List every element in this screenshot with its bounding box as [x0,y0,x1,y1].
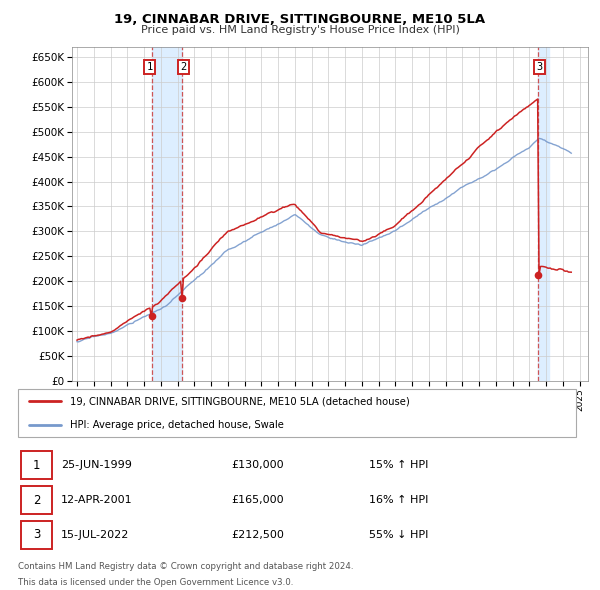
Text: 2: 2 [33,493,40,507]
Text: 1: 1 [146,62,152,72]
Text: Price paid vs. HM Land Registry's House Price Index (HPI): Price paid vs. HM Land Registry's House … [140,25,460,35]
Bar [20,451,52,478]
Text: Contains HM Land Registry data © Crown copyright and database right 2024.: Contains HM Land Registry data © Crown c… [18,562,353,572]
Text: 25-JUN-1999: 25-JUN-1999 [61,460,132,470]
Bar [538,47,549,381]
Text: £212,500: £212,500 [231,530,284,540]
Bar [152,47,182,381]
Text: 15-JUL-2022: 15-JUL-2022 [61,530,130,540]
Text: 1: 1 [33,458,40,471]
Text: 12-APR-2001: 12-APR-2001 [61,495,133,505]
Text: 16% ↑ HPI: 16% ↑ HPI [369,495,428,505]
Text: £130,000: £130,000 [231,460,284,470]
Bar [20,486,52,514]
Text: 19, CINNABAR DRIVE, SITTINGBOURNE, ME10 5LA: 19, CINNABAR DRIVE, SITTINGBOURNE, ME10 … [115,13,485,26]
Text: 3: 3 [33,529,40,542]
Text: HPI: Average price, detached house, Swale: HPI: Average price, detached house, Swal… [70,419,283,430]
Text: £165,000: £165,000 [231,495,284,505]
Bar [20,522,52,549]
Text: 2: 2 [181,62,187,72]
Text: 19, CINNABAR DRIVE, SITTINGBOURNE, ME10 5LA (detached house): 19, CINNABAR DRIVE, SITTINGBOURNE, ME10 … [70,396,409,407]
Text: 55% ↓ HPI: 55% ↓ HPI [369,530,428,540]
Text: 15% ↑ HPI: 15% ↑ HPI [369,460,428,470]
Text: This data is licensed under the Open Government Licence v3.0.: This data is licensed under the Open Gov… [18,578,293,586]
Text: 3: 3 [536,62,543,72]
